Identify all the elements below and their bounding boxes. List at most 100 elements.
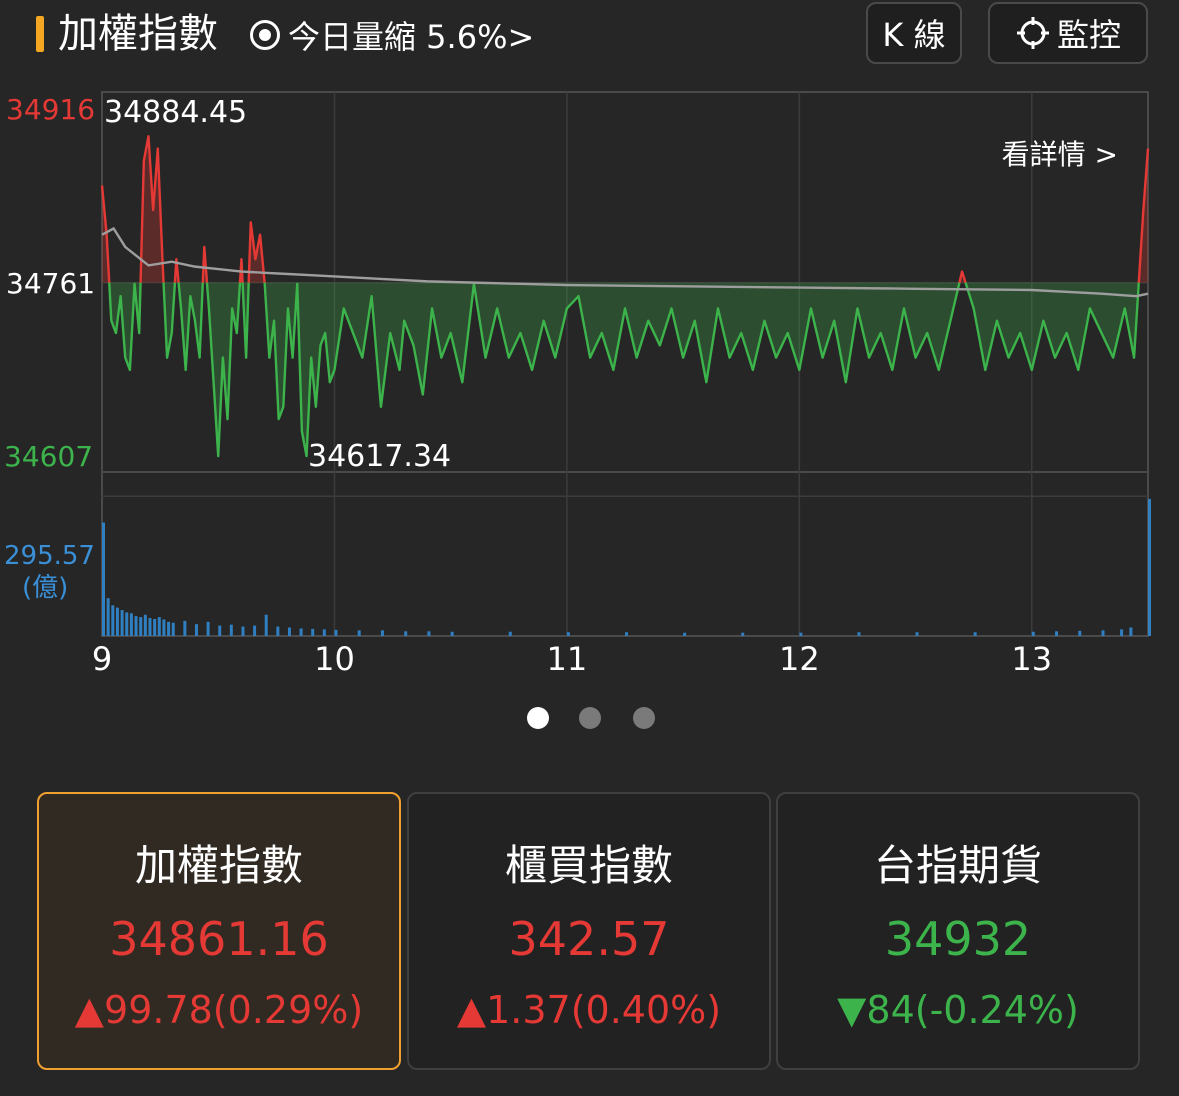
chart-frame [101, 91, 1149, 637]
price-line-up [139, 135, 165, 283]
volume-bar [102, 522, 105, 636]
high-annotation: 34884.45 [104, 95, 247, 130]
price-line-up [100, 185, 111, 283]
card-name: 台指期貨 [873, 841, 1042, 890]
radio-target-icon [250, 20, 280, 50]
volume-bar [115, 607, 119, 636]
volume-bar [106, 598, 110, 636]
volume-bar [322, 629, 326, 636]
volume-bar [404, 631, 408, 636]
volume-note-link[interactable]: 今日量縮 5.6%> [250, 12, 534, 58]
card-value: 34861.16 [109, 912, 329, 966]
volume-bar [167, 621, 171, 636]
volume-bar [450, 631, 454, 636]
monitor-button[interactable]: 監控 [988, 2, 1148, 64]
price-line-down [241, 282, 250, 359]
k-line-button[interactable]: K 線 [866, 2, 962, 64]
volume-bar [162, 619, 166, 636]
x-tick-labels: 9 10 11 12 13 [92, 640, 1052, 678]
volume-bar [508, 631, 512, 636]
detail-link[interactable]: 看詳情 > [1002, 138, 1118, 171]
volume-bar [1148, 498, 1151, 636]
volume-bar [915, 632, 919, 636]
card-taiex[interactable]: 加權指數 34861.16 ▲99.78(0.29%) [37, 792, 401, 1070]
card-name: 加權指數 [134, 841, 303, 890]
card-value: 34932 [884, 912, 1032, 966]
volume-bar [1055, 631, 1059, 636]
volume-bar [1120, 629, 1124, 636]
volume-note-text: 今日量縮 5.6%> [288, 18, 535, 56]
x-tick-label: 13 [1011, 640, 1052, 678]
volume-axis-unit: (億) [22, 573, 68, 603]
volume-bar [857, 632, 861, 636]
page-dot[interactable] [579, 707, 601, 729]
card-value: 342.57 [508, 912, 670, 966]
volume-bar [264, 614, 268, 636]
volume-bar [120, 610, 124, 636]
crosshair-icon [1015, 15, 1051, 51]
card-change: ▲99.78(0.29%) [74, 988, 364, 1032]
accent-bar [36, 16, 44, 52]
price-line-up [173, 258, 180, 283]
volume-bar [741, 632, 745, 636]
volume-bar [625, 632, 628, 636]
price-line-up [201, 245, 209, 283]
card-name: 櫃買指數 [504, 841, 673, 890]
average-line [101, 226, 1149, 298]
volume-bar [427, 631, 431, 636]
x-tick-label: 11 [547, 640, 588, 678]
average-price-line [101, 226, 1149, 298]
volume-bar [125, 612, 129, 636]
volume-bar [241, 626, 245, 636]
price-line-down [162, 282, 177, 359]
low-annotation: 34617.34 [308, 439, 451, 474]
volume-bar [129, 613, 133, 636]
page-dot[interactable] [527, 707, 549, 729]
volume-bar [206, 621, 210, 636]
volume-bar [566, 632, 570, 636]
volume-bar [139, 617, 143, 636]
volume-bar [218, 625, 222, 636]
price-axis-max: 34916 [6, 93, 95, 126]
price-fill-down [264, 282, 960, 457]
volume-bar [194, 624, 198, 636]
volume-bar [153, 618, 157, 636]
volume-bar [229, 624, 233, 636]
header: 加權指數 今日量縮 5.6%> K 線 監控 [0, 0, 1179, 80]
volume-bar [111, 605, 115, 636]
volume-bar [334, 629, 338, 636]
price-fill-areas [102, 136, 1148, 457]
price-line-down [108, 282, 142, 372]
volume-bar [287, 627, 291, 636]
page-title: 加權指數 [58, 11, 218, 57]
volume-bar [1078, 630, 1082, 636]
volume-bar [143, 614, 147, 636]
volume-bar [253, 625, 257, 636]
price-axis-min: 34607 [4, 440, 93, 473]
page-indicator[interactable] [0, 704, 1179, 732]
price-line-up [247, 221, 266, 283]
volume-bar [1031, 631, 1035, 636]
volume-bar [299, 628, 303, 636]
volume-bar [157, 617, 161, 636]
intraday-chart[interactable]: 34916 34761 34607 34884.45 34617.34 看詳情 … [0, 80, 1179, 690]
card-otc[interactable]: 櫃買指數 342.57 ▲1.37(0.40%) [407, 792, 771, 1070]
volume-bar [134, 616, 138, 636]
volume-bar [380, 630, 384, 636]
volume-bars [102, 498, 1151, 636]
price-line-up [958, 270, 967, 283]
x-tick-label: 10 [314, 640, 355, 678]
volume-bar [683, 632, 687, 636]
price-line-segments [100, 135, 1150, 458]
volume-bar [1101, 630, 1105, 636]
price-line-down [964, 282, 1140, 372]
volume-bar [276, 626, 280, 636]
card-futures[interactable]: 台指期貨 34932 ▼84(-0.24%) [776, 792, 1140, 1070]
volume-bar [1129, 627, 1133, 636]
x-tick-label: 12 [779, 640, 820, 678]
page-dot[interactable] [633, 707, 655, 729]
price-line-down [177, 282, 204, 372]
volume-bar [799, 632, 803, 636]
price-fill-up [248, 222, 265, 283]
volume-bar [357, 630, 361, 636]
